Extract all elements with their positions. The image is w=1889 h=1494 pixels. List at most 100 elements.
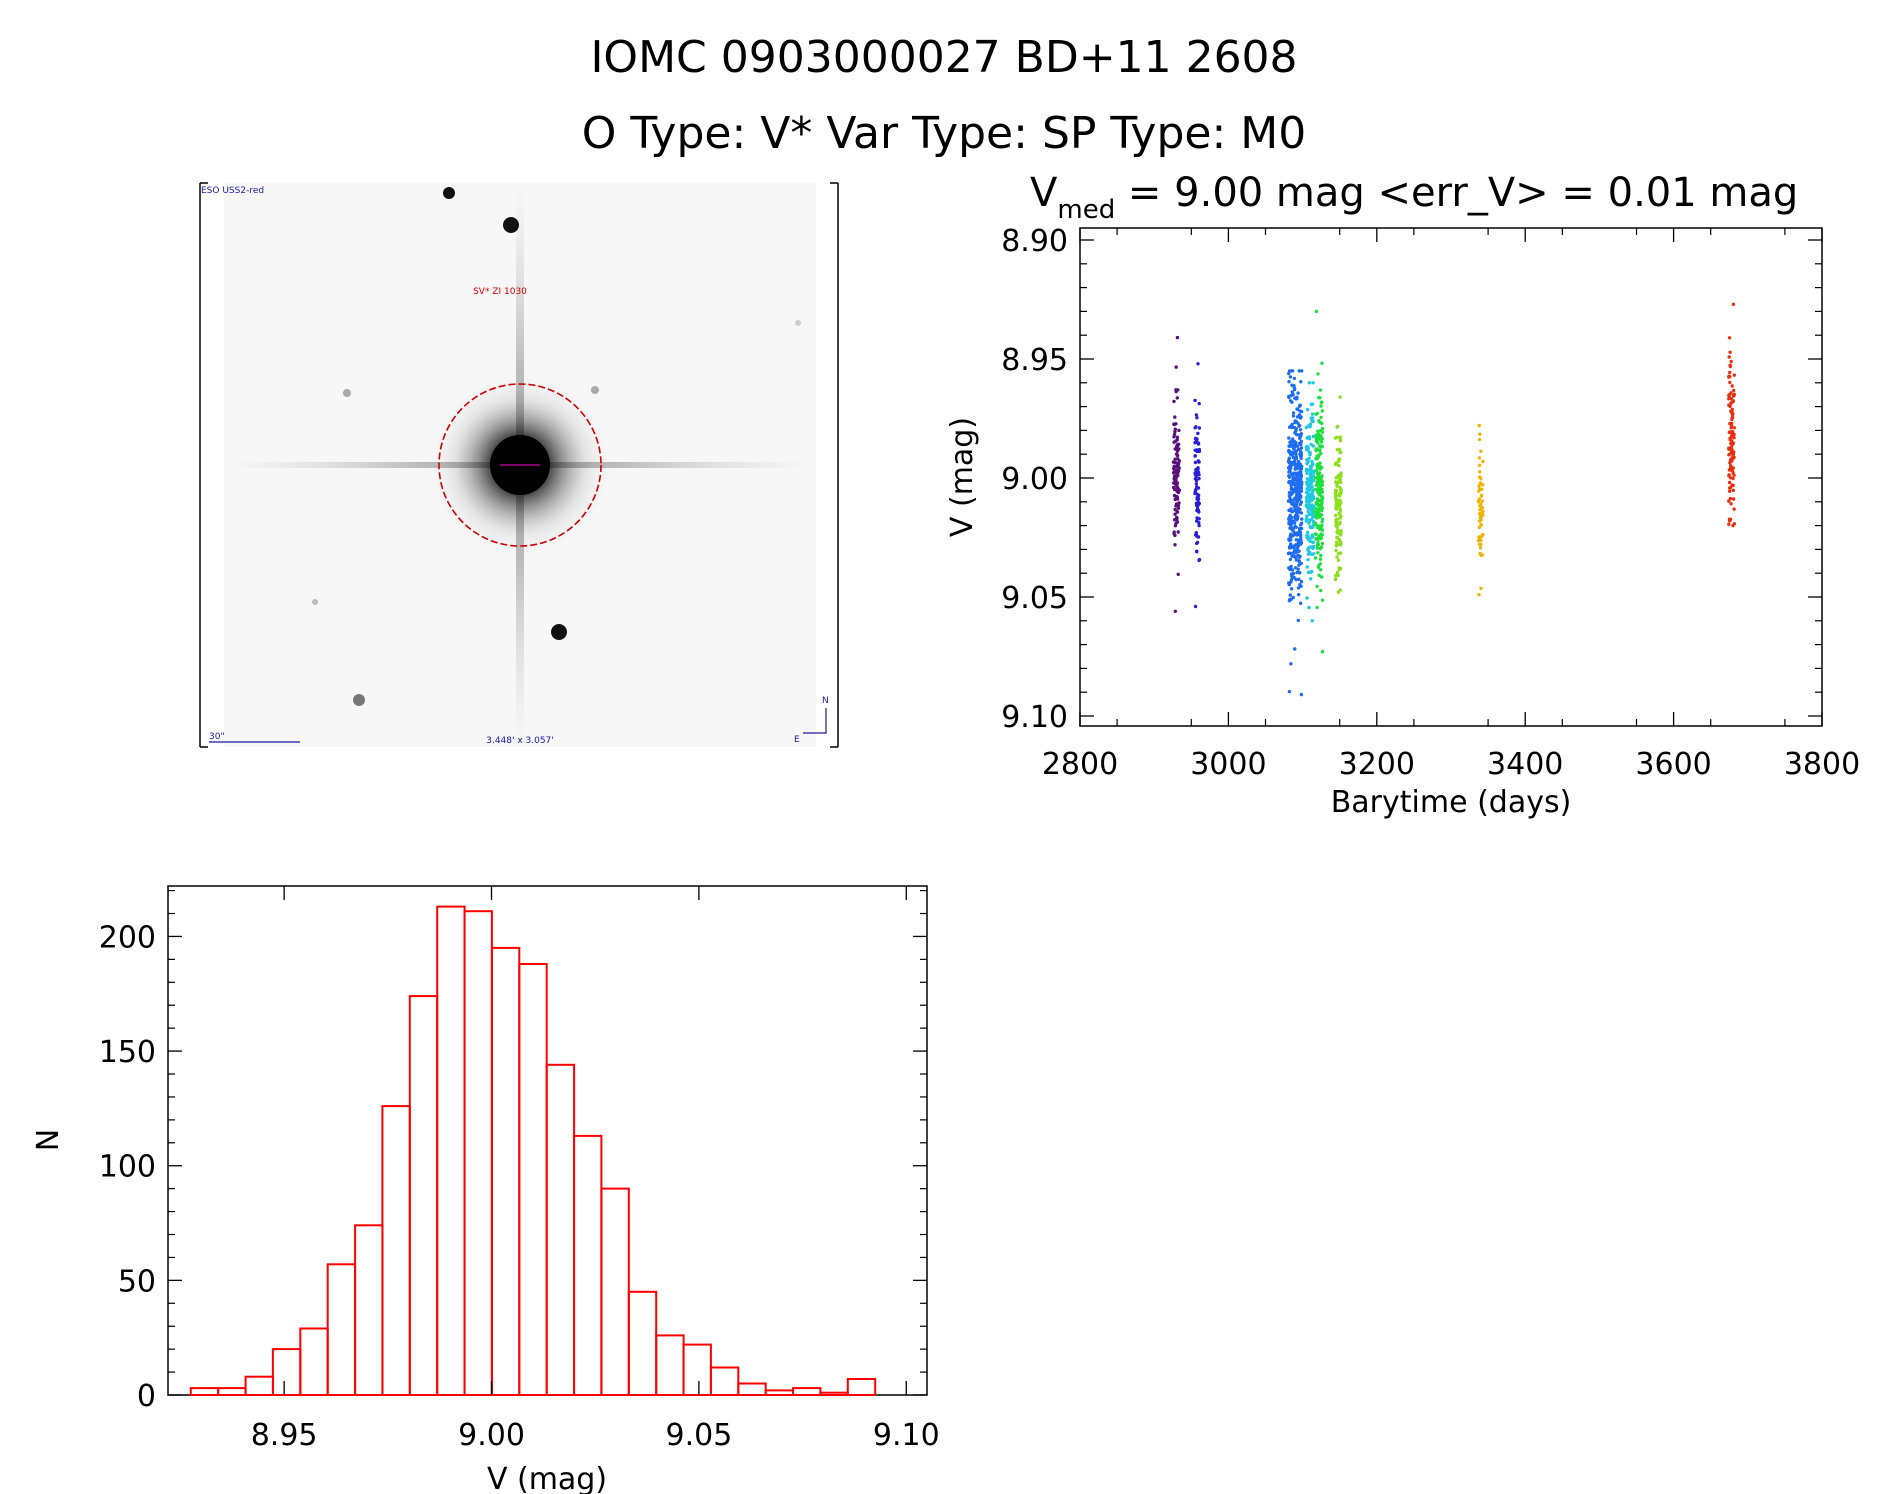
- light-curve-point: [1296, 447, 1301, 451]
- field-star: [312, 599, 318, 605]
- histogram-bar: [819, 1391, 849, 1396]
- y-tick-label: 9.10: [1001, 700, 1068, 735]
- light-curve-point: [1314, 468, 1319, 473]
- light-curve-point: [1309, 442, 1313, 447]
- light-curve-point: [1290, 369, 1294, 373]
- light-curve-point: [1296, 407, 1300, 411]
- light-curve-point: [1299, 380, 1303, 384]
- light-curve-point: [1317, 512, 1321, 516]
- light-curve-point: [1296, 586, 1301, 590]
- light-curve-point: [1314, 516, 1319, 520]
- light-curve-point: [1320, 508, 1324, 513]
- light-curve-point: [1334, 518, 1338, 522]
- light-curve-point: [1335, 542, 1339, 547]
- light-curve-point: [1478, 470, 1482, 474]
- light-curve-point: [1335, 523, 1339, 527]
- light-curve-title: Vmed = 9.00 mag <err_V> = 0.01 mag: [1030, 170, 1798, 225]
- light-curve-point: [1731, 451, 1735, 456]
- light-curve-point: [1732, 522, 1737, 526]
- light-curve-point: [1310, 498, 1314, 503]
- light-curve-point: [1319, 415, 1323, 420]
- light-curve-point: [1316, 478, 1320, 482]
- light-curve-point: [1338, 566, 1343, 571]
- light-curve-point: [1176, 473, 1180, 478]
- light-curve-point: [1177, 466, 1181, 470]
- light-curve-point: [1338, 509, 1343, 513]
- light-curve-point: [1729, 445, 1734, 449]
- light-curve-point: [1172, 532, 1176, 536]
- histogram-bar: [299, 1327, 329, 1396]
- light-curve-point: [1194, 487, 1198, 492]
- light-curve-point: [1315, 546, 1320, 550]
- histogram-bar: [490, 946, 521, 1397]
- histogram-bar: [189, 1387, 220, 1396]
- light-curve-point: [1286, 460, 1291, 464]
- sky-left-bracket: [199, 182, 208, 748]
- field-star: [551, 624, 567, 640]
- light-curve-point: [1298, 477, 1302, 482]
- light-curve-point: [1729, 485, 1733, 489]
- light-curve-point: [1298, 428, 1303, 432]
- light-curve-point: [1307, 488, 1312, 493]
- light-curve-point: [1293, 451, 1297, 455]
- light-curve-point: [1318, 461, 1322, 465]
- light-curve-point: [1318, 388, 1323, 392]
- light-curve-point: [1333, 492, 1338, 497]
- light-curve-point: [1177, 447, 1181, 451]
- light-curve-point: [1296, 618, 1301, 623]
- light-curve-point: [1173, 427, 1178, 431]
- light-curve-point: [1290, 383, 1294, 387]
- light-curve-point: [1730, 431, 1734, 435]
- light-curve-point: [1727, 499, 1731, 503]
- light-curve-point: [1317, 395, 1321, 400]
- light-curve-point: [1727, 336, 1732, 340]
- light-curve-point: [1299, 511, 1304, 515]
- light-curve-point: [1309, 536, 1314, 540]
- light-curve-point: [1730, 384, 1734, 388]
- light-curve-point: [1290, 390, 1295, 394]
- light-curve-point: [1174, 365, 1178, 369]
- x-tick-label: 3600: [1635, 747, 1711, 782]
- light-curve-point: [1197, 521, 1201, 525]
- light-curve-point: [1318, 444, 1322, 448]
- light-curve-point: [1338, 478, 1343, 482]
- light-curve-point: [1311, 381, 1315, 385]
- light-curve-point: [1292, 531, 1297, 535]
- light-curve-point: [1294, 558, 1299, 562]
- light-curve-point: [1315, 584, 1319, 589]
- light-curve-point: [1289, 509, 1293, 513]
- light-curve-point: [1193, 441, 1197, 445]
- light-curve-point: [1318, 524, 1322, 528]
- light-curve-point: [1305, 517, 1309, 521]
- light-curve-axes: 2800 3000 3200 3400 3600 3800 8.90 8.95 9.00 9.05…: [1001, 224, 1860, 782]
- light-curve-point: [1195, 506, 1200, 511]
- light-curve-point: [1287, 689, 1292, 694]
- light-curve-point: [1320, 400, 1324, 404]
- light-curve-point: [1300, 369, 1304, 373]
- histogram-bar: [408, 995, 439, 1396]
- light-curve-point: [1334, 503, 1338, 507]
- y-tick-label: 50: [118, 1264, 156, 1299]
- compass-east: E: [794, 735, 800, 745]
- light-curve-point: [1319, 434, 1323, 438]
- light-curve-point: [1338, 395, 1342, 399]
- light-curve-point: [1293, 456, 1298, 461]
- light-curve-point: [1319, 568, 1323, 572]
- light-curve-point: [1290, 519, 1294, 524]
- light-curve-point: [1335, 570, 1340, 575]
- light-curve-point: [1174, 452, 1179, 456]
- light-curve-point: [1335, 555, 1339, 559]
- light-curve-point: [1314, 435, 1319, 439]
- light-curve-point: [1290, 554, 1294, 559]
- light-curve-point: [1307, 381, 1312, 385]
- light-curve-point: [1316, 490, 1320, 495]
- histogram-bar: [545, 1063, 576, 1397]
- light-curve-point: [1308, 451, 1312, 455]
- light-curve-point: [1307, 512, 1312, 516]
- light-curve-point: [1481, 509, 1485, 513]
- light-curve-point: [1317, 573, 1321, 577]
- light-curve-point: [1171, 460, 1176, 464]
- light-curve-point: [1480, 553, 1485, 557]
- light-curve-point: [1295, 492, 1299, 496]
- light-curve-point: [1193, 491, 1197, 496]
